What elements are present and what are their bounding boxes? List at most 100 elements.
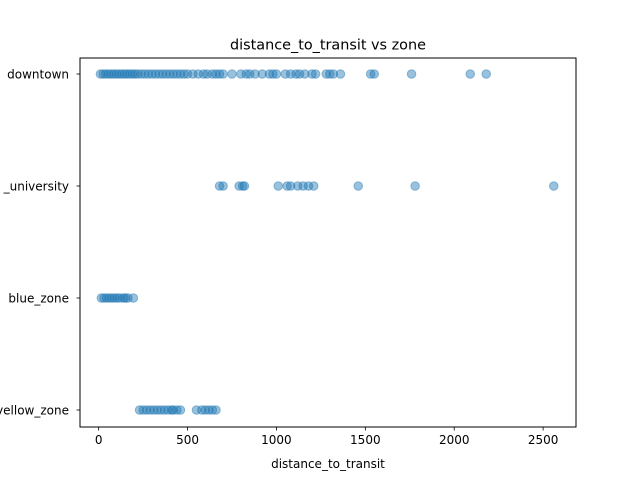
data-point-downtown: [172, 69, 182, 79]
data-point-downtown: [111, 69, 122, 79]
data-point-downtown: [119, 69, 130, 79]
y-tick-label-blue-zone: blue_zone: [8, 292, 69, 306]
data-point-yellow-zone: [166, 405, 177, 415]
x-tick-label: 500: [176, 433, 199, 447]
y-tick-label-university: _university: [3, 180, 69, 194]
chart-title: distance_to_transit vs zone: [230, 38, 426, 54]
data-point-university: [237, 181, 248, 191]
data-point-yellow-zone: [175, 405, 186, 415]
data-point-downtown: [198, 69, 209, 79]
data-point-blue-zone: [120, 293, 131, 303]
data-point-downtown: [307, 69, 317, 79]
data-point-yellow-zone: [168, 405, 179, 415]
data-point-blue-zone: [96, 293, 107, 303]
data-point-blue-zone: [123, 293, 133, 303]
data-point-downtown: [271, 69, 282, 79]
data-point-downtown: [257, 69, 268, 79]
data-point-university: [308, 181, 319, 191]
data-point-yellow-zone: [191, 405, 202, 415]
data-point-blue-zone: [99, 293, 109, 303]
data-point-university: [548, 181, 559, 191]
data-point-university: [353, 181, 364, 191]
data-point-university: [214, 181, 225, 191]
data-point-downtown: [168, 69, 179, 79]
data-point-downtown: [193, 69, 204, 79]
x-tick-label: 2000: [439, 433, 470, 447]
data-point-downtown: [328, 69, 339, 79]
data-point-downtown: [365, 69, 376, 79]
data-point-university: [292, 181, 303, 191]
data-point-downtown: [369, 69, 380, 79]
data-point-downtown: [100, 69, 111, 79]
data-point-downtown: [406, 69, 417, 79]
data-point-blue-zone: [118, 293, 129, 303]
data-point-downtown: [132, 69, 143, 79]
data-point-downtown: [300, 69, 310, 79]
data-point-downtown: [207, 69, 218, 79]
x-axis-ticks: 0 500 1000 1500 2000 2500: [95, 427, 559, 447]
data-point-downtown: [122, 69, 132, 79]
data-point-downtown: [182, 69, 193, 79]
data-point-downtown: [250, 69, 260, 79]
data-point-university: [285, 181, 296, 191]
data-point-downtown: [114, 69, 124, 79]
data-point-university: [410, 181, 420, 191]
x-axis-title: distance_to_transit: [271, 457, 385, 471]
x-tick-label: 1500: [350, 433, 381, 447]
data-point-blue-zone: [101, 293, 112, 303]
data-point-downtown: [244, 69, 255, 79]
data-point-yellow-zone: [204, 405, 214, 415]
data-point-yellow-zone: [145, 405, 156, 415]
data-point-downtown: [227, 69, 237, 79]
data-point-downtown: [264, 69, 275, 79]
data-point-downtown: [154, 69, 164, 79]
data-point-university: [282, 181, 292, 191]
data-point-downtown: [321, 69, 332, 79]
y-axis-ticks: downtown _university blue_zone yellow_zone: [0, 68, 80, 418]
data-point-yellow-zone: [196, 405, 207, 415]
data-point-downtown: [130, 69, 140, 79]
data-point-downtown: [136, 69, 147, 79]
data-point-university: [273, 181, 284, 191]
data-point-yellow-zone: [138, 405, 148, 415]
data-point-downtown: [157, 69, 168, 79]
data-point-university: [234, 181, 244, 191]
data-point-downtown: [214, 69, 225, 79]
data-point-blue-zone: [107, 293, 117, 303]
data-point-downtown: [127, 69, 138, 79]
data-point-downtown: [310, 69, 321, 79]
data-point-downtown: [188, 69, 198, 79]
data-point-downtown: [465, 69, 476, 79]
data-point-downtown: [218, 69, 228, 79]
data-point-yellow-zone: [200, 405, 211, 415]
data-point-downtown: [324, 69, 335, 79]
data-point-blue-zone: [115, 293, 125, 303]
data-point-university: [303, 181, 314, 191]
data-point-downtown: [268, 69, 278, 79]
x-tick-label: 0: [95, 433, 103, 447]
data-point-downtown: [147, 69, 157, 79]
data-point-downtown: [95, 69, 106, 79]
data-point-downtown: [124, 69, 135, 79]
points-layer: [95, 69, 559, 415]
data-point-downtown: [175, 69, 186, 79]
data-point-yellow-zone: [156, 405, 166, 415]
data-point-downtown: [236, 69, 246, 79]
data-point-downtown: [241, 69, 252, 79]
data-point-downtown: [116, 69, 127, 79]
x-tick-label: 2500: [528, 433, 559, 447]
data-point-yellow-zone: [159, 405, 170, 415]
data-point-university: [298, 181, 308, 191]
data-point-yellow-zone: [207, 405, 218, 415]
data-point-downtown: [280, 69, 291, 79]
data-point-downtown: [98, 69, 108, 79]
data-point-downtown: [161, 69, 172, 79]
data-point-yellow-zone: [134, 405, 145, 415]
data-point-downtown: [164, 69, 175, 79]
data-point-blue-zone: [128, 293, 139, 303]
data-point-downtown: [108, 69, 119, 79]
data-point-downtown: [150, 69, 161, 79]
data-point-downtown: [335, 69, 346, 79]
x-tick-label: 1000: [261, 433, 292, 447]
